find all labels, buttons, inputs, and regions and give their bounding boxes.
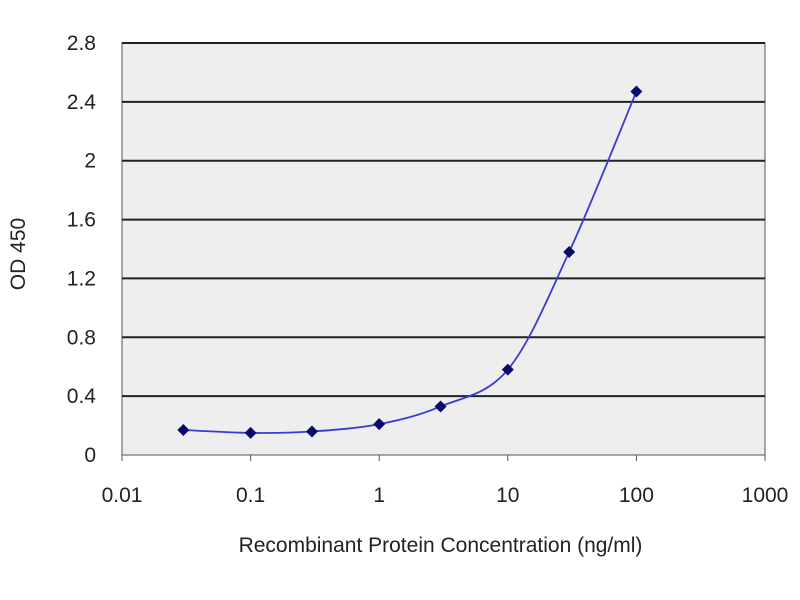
y-tick-label: 2.4 xyxy=(67,91,97,114)
y-tick-label: 0.8 xyxy=(67,326,96,349)
x-tick-label: 0.01 xyxy=(102,484,143,507)
y-tick-label: 0.4 xyxy=(67,385,97,408)
y-tick-label: 1.6 xyxy=(67,209,96,232)
data-point xyxy=(501,363,514,376)
x-axis-title: Recombinant Protein Concentration (ng/ml… xyxy=(239,534,643,557)
data-point xyxy=(434,400,447,413)
y-tick-label: 2.8 xyxy=(67,32,96,55)
x-tick-label: 0.1 xyxy=(236,484,265,507)
data-point xyxy=(177,423,190,436)
y-axis-title: OD 450 xyxy=(7,218,30,290)
x-tick-label: 10 xyxy=(496,484,519,507)
x-tick-label: 1 xyxy=(373,484,385,507)
data-point xyxy=(630,85,643,98)
y-tick-labels: 0 0.4 0.8 1.2 1.6 2 2.4 2.8 xyxy=(67,32,97,467)
y-tick-label: 1.2 xyxy=(67,267,96,290)
grid-lines xyxy=(121,42,766,461)
y-tick-label: 0 xyxy=(84,444,96,467)
data-point xyxy=(373,418,386,431)
x-tick-labels: 0.01 0.1 1 10 100 1000 xyxy=(102,484,789,507)
plot-area xyxy=(121,42,766,456)
y-tick-label: 2 xyxy=(84,150,96,173)
x-tick-label: 1000 xyxy=(742,484,789,507)
data-point xyxy=(305,425,318,438)
data-point xyxy=(563,245,576,258)
x-tick-label: 100 xyxy=(619,484,654,507)
data-point xyxy=(244,426,257,439)
series-group xyxy=(177,85,643,439)
